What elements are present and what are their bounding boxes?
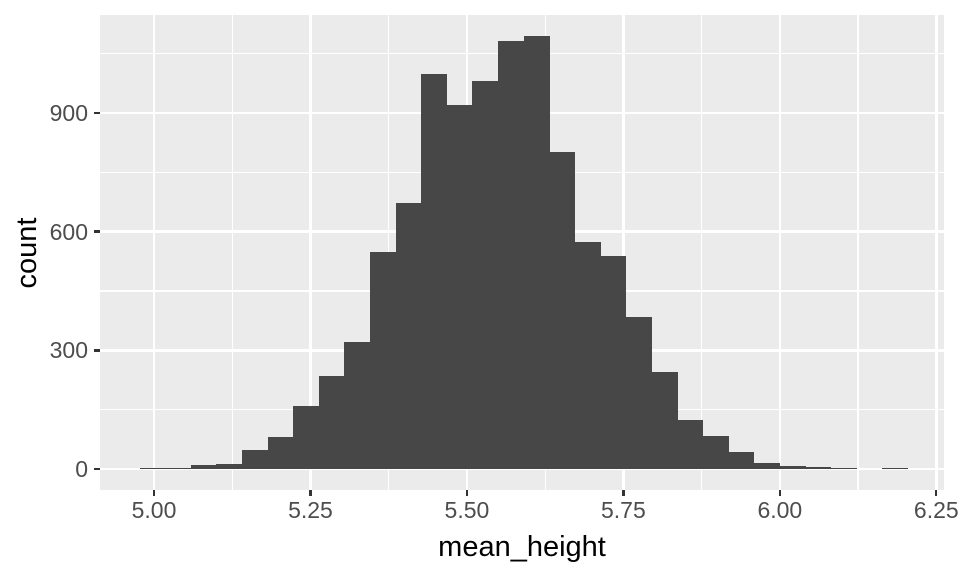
y-tick-label: 0 xyxy=(75,455,88,482)
gridline-major-x xyxy=(935,15,938,490)
y-tick-mark xyxy=(94,111,100,115)
histogram-bar xyxy=(600,255,627,469)
histogram-bar xyxy=(497,40,525,469)
histogram-bar xyxy=(369,252,397,469)
histogram-bar xyxy=(395,203,422,469)
histogram-bar xyxy=(728,452,755,469)
y-axis-title: count xyxy=(11,217,43,289)
x-tick-label: 5.00 xyxy=(131,497,177,523)
y-tick-label: 600 xyxy=(49,218,88,245)
gridline-major-x xyxy=(309,15,312,490)
histogram-bar xyxy=(139,468,166,469)
gridline-minor-x xyxy=(857,15,859,490)
histogram-bar xyxy=(651,371,678,469)
histogram-bar xyxy=(446,105,473,469)
histogram-bar xyxy=(574,242,601,469)
histogram-bar xyxy=(344,342,371,469)
histogram-bar xyxy=(677,419,704,469)
histogram-bar xyxy=(753,463,781,469)
gridline-major-y xyxy=(100,467,944,471)
gridline-major-x xyxy=(778,15,782,490)
y-tick-label: 900 xyxy=(49,99,88,126)
x-tick-mark xyxy=(309,490,312,496)
gridline-minor-x xyxy=(231,15,233,490)
x-tick-mark xyxy=(778,490,782,496)
y-tick-label: 300 xyxy=(49,337,88,364)
x-tick-mark xyxy=(935,490,938,496)
y-tick-mark xyxy=(94,349,100,352)
y-tick-mark xyxy=(94,467,100,471)
histogram-bar xyxy=(830,468,857,469)
histogram-bar xyxy=(267,436,294,469)
histogram-bar xyxy=(779,465,806,469)
x-tick-mark xyxy=(152,490,156,496)
gridline-major-x xyxy=(152,15,156,490)
x-tick-mark xyxy=(622,490,625,496)
gridline-minor-x xyxy=(700,15,703,490)
x-tick-mark xyxy=(465,490,469,496)
histogram-bar xyxy=(523,36,550,469)
x-tick-label: 6.25 xyxy=(913,497,959,523)
x-axis-title: mean_height xyxy=(438,531,606,563)
histogram-bar xyxy=(881,468,908,469)
plot-panel xyxy=(100,15,944,490)
gridline-major-x xyxy=(622,15,625,490)
x-tick-label: 5.50 xyxy=(444,497,490,523)
histogram-bar xyxy=(472,80,499,469)
histogram-bar xyxy=(702,435,729,469)
histogram-bar xyxy=(625,317,653,469)
x-tick-label: 6.00 xyxy=(757,497,803,523)
y-tick-mark xyxy=(94,230,100,233)
histogram-bar xyxy=(242,450,269,469)
histogram-bar xyxy=(318,375,345,469)
x-tick-label: 5.25 xyxy=(288,497,333,523)
histogram-bar xyxy=(421,73,448,469)
histogram-bar xyxy=(190,465,217,469)
histogram-bar xyxy=(805,467,832,469)
histogram-bar xyxy=(165,468,192,469)
histogram-bar xyxy=(549,152,576,469)
x-tick-label: 5.75 xyxy=(600,497,646,523)
histogram-bar xyxy=(293,406,320,469)
histogram-bar xyxy=(216,463,243,469)
